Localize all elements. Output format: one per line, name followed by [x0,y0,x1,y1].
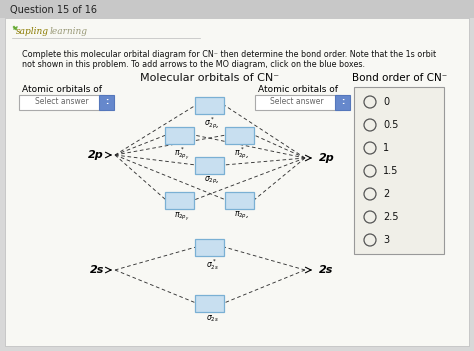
Text: 1: 1 [383,143,389,153]
FancyBboxPatch shape [336,94,350,110]
Text: $\sigma^*_{2p_z}$: $\sigma^*_{2p_z}$ [204,115,220,131]
Text: 0: 0 [383,97,389,107]
Text: 3: 3 [383,235,389,245]
Text: Bond order of CN⁻: Bond order of CN⁻ [352,73,447,83]
Text: Atomic orbitals of: Atomic orbitals of [258,86,338,94]
Text: Select answer: Select answer [35,98,89,106]
FancyBboxPatch shape [19,94,106,110]
Text: 2.5: 2.5 [383,212,399,222]
Text: Molecular orbitals of CN⁻: Molecular orbitals of CN⁻ [140,73,280,83]
FancyBboxPatch shape [165,192,194,208]
FancyBboxPatch shape [226,126,255,144]
Text: $\pi_{2p_z}$: $\pi_{2p_z}$ [234,210,250,221]
FancyBboxPatch shape [195,97,225,113]
Text: 2s: 2s [319,265,333,275]
FancyBboxPatch shape [195,238,225,256]
Text: :: : [105,98,109,106]
Text: $\sigma^*_{2s}$: $\sigma^*_{2s}$ [206,257,219,272]
FancyBboxPatch shape [165,126,194,144]
Text: 2p: 2p [88,150,104,160]
Bar [0,0,474,18]
FancyBboxPatch shape [255,94,341,110]
FancyBboxPatch shape [100,94,115,110]
Text: 2: 2 [383,189,389,199]
Text: $\pi_{2p_y}$: $\pi_{2p_y}$ [174,210,190,223]
Text: 1.5: 1.5 [383,166,398,176]
Text: 2p: 2p [319,153,335,163]
Text: Complete this molecular orbital diagram for CN⁻ then determine the bond order. N: Complete this molecular orbital diagram … [22,50,436,59]
Text: sapling: sapling [16,27,49,37]
Text: $\pi^*_{2p_y}$: $\pi^*_{2p_y}$ [174,145,190,162]
FancyBboxPatch shape [195,157,225,173]
Text: 0.5: 0.5 [383,120,398,130]
Text: not shown in this problem. To add arrows to the MO diagram, click on the blue bo: not shown in this problem. To add arrows… [22,60,365,69]
Text: Select answer: Select answer [270,98,324,106]
FancyBboxPatch shape [195,294,225,311]
FancyBboxPatch shape [226,192,255,208]
Text: 2s: 2s [90,265,104,275]
FancyBboxPatch shape [354,87,444,254]
Text: $\sigma_{2s}$: $\sigma_{2s}$ [206,313,219,324]
Text: $\pi^*_{2p_z}$: $\pi^*_{2p_z}$ [234,145,250,161]
Text: learning: learning [50,27,88,37]
Text: $\sigma_{2p_z}$: $\sigma_{2p_z}$ [204,175,220,186]
Text: :: : [341,98,345,106]
Text: Question 15 of 16: Question 15 of 16 [10,5,97,15]
Text: Atomic orbitals of: Atomic orbitals of [22,86,102,94]
